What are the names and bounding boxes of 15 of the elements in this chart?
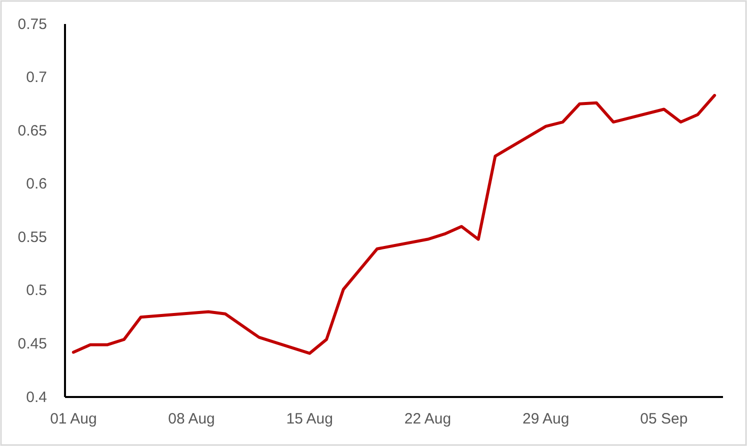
y-tick-label: 0.55 [18, 228, 47, 246]
x-tick-label: 08 Aug [168, 410, 215, 428]
y-tick-label: 0.45 [18, 336, 47, 353]
x-tick-label: 01 Aug [50, 410, 97, 428]
y-tick-label: 0.75 [18, 16, 47, 33]
x-tick-label: 15 Aug [286, 410, 333, 428]
x-tick-label: 29 Aug [522, 410, 570, 428]
x-tick-label: 22 Aug [404, 410, 452, 428]
y-tick-label: 0.4 [26, 388, 47, 406]
line-series [72, 94, 716, 355]
y-tick-label: 0.5 [26, 282, 47, 300]
y-tick-label: 0.65 [18, 122, 47, 140]
y-tick-label: 0.7 [26, 69, 47, 86]
y-tick-label: 0.6 [26, 176, 47, 193]
x-tick-label: 05 Sep [640, 410, 688, 428]
